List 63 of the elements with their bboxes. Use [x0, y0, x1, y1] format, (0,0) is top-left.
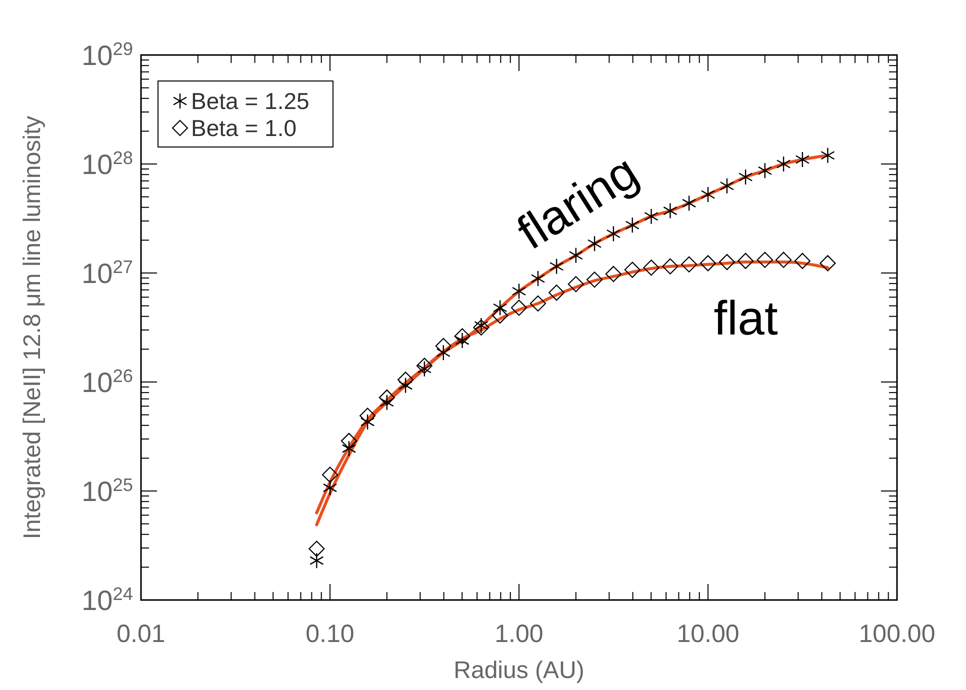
y-tick-label: 10$^{29}$ — [82, 39, 133, 71]
point — [416, 358, 432, 374]
point — [624, 262, 640, 278]
point — [530, 295, 546, 312]
x-tick-label: 100.00 — [858, 620, 936, 648]
point — [718, 254, 736, 270]
point — [568, 247, 583, 264]
x-tick-label: 1.00 — [494, 620, 544, 648]
legend-label: Beta = 1.0 — [191, 115, 296, 141]
point — [342, 440, 356, 457]
point — [776, 156, 791, 172]
point — [700, 255, 716, 272]
point — [454, 328, 470, 344]
point — [380, 394, 394, 410]
point — [738, 168, 753, 186]
y-axis-title: Integrated [NeII] 12.8 μm line luminosity — [19, 116, 46, 540]
x-tick-label: 0.01 — [116, 620, 166, 648]
point — [530, 270, 546, 287]
point — [417, 360, 432, 377]
point — [397, 372, 414, 388]
point — [340, 432, 358, 449]
point — [737, 252, 754, 269]
point — [512, 283, 526, 300]
point — [682, 195, 696, 212]
legend-label: Beta = 1.25 — [191, 88, 310, 114]
point — [663, 202, 678, 219]
point — [795, 151, 810, 168]
y-tick-label: 10$^{24}$ — [82, 584, 133, 616]
point — [758, 162, 772, 179]
x-tick-label: 0.10 — [306, 620, 354, 648]
y-tick-label: 10$^{28}$ — [82, 148, 133, 180]
point — [510, 300, 528, 316]
point — [492, 308, 508, 324]
y-tick-label: 10$^{26}$ — [82, 366, 133, 398]
point — [378, 390, 395, 406]
point — [568, 276, 584, 292]
point — [720, 178, 734, 194]
point — [700, 186, 716, 203]
point — [662, 258, 678, 274]
point — [586, 272, 603, 288]
point — [643, 260, 660, 276]
point — [360, 414, 375, 430]
point — [548, 284, 565, 301]
point — [756, 252, 773, 268]
x-tick-label: 10.00 — [676, 620, 740, 648]
point — [322, 480, 338, 496]
point — [605, 266, 622, 282]
point — [775, 252, 792, 268]
point — [322, 466, 338, 483]
y-tick-label: 10$^{27}$ — [82, 257, 133, 289]
point — [436, 344, 450, 361]
annotation: flat — [714, 292, 778, 346]
point — [455, 332, 470, 349]
x-axis-title: Radius (AU) — [454, 657, 584, 684]
point — [435, 338, 452, 354]
point — [644, 208, 658, 224]
point — [492, 300, 508, 316]
point — [398, 377, 413, 394]
y-tick-label: 10$^{25}$ — [82, 475, 133, 507]
point — [681, 256, 698, 272]
point — [359, 408, 376, 424]
point — [549, 258, 564, 274]
point — [794, 252, 810, 269]
